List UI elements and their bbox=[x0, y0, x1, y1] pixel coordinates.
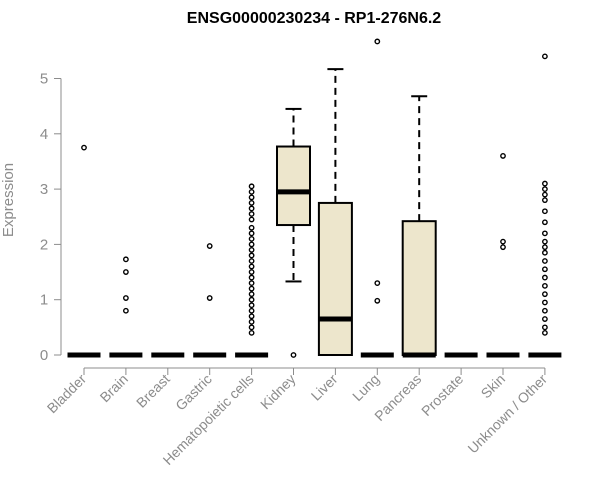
x-tick-label: Liver bbox=[308, 371, 341, 404]
x-tick-label: Unknown / Other bbox=[464, 371, 550, 457]
outlier-point bbox=[542, 180, 548, 187]
outlier-point bbox=[500, 244, 506, 251]
outlier-point bbox=[542, 299, 548, 306]
outlier-point bbox=[542, 266, 548, 273]
outlier-point bbox=[248, 230, 255, 237]
outlier-point bbox=[248, 252, 255, 259]
x-tick-label: Brain bbox=[97, 371, 131, 405]
outlier-point bbox=[248, 183, 255, 190]
outlier-point bbox=[542, 219, 548, 226]
y-tick-label: 1 bbox=[40, 292, 48, 309]
x-tick-label: Pancreas bbox=[371, 371, 424, 424]
outlier-point bbox=[542, 244, 548, 251]
outlier-point bbox=[248, 241, 255, 248]
outlier-point bbox=[248, 302, 255, 309]
outlier-point bbox=[542, 316, 548, 322]
outlier-point bbox=[542, 230, 548, 237]
x-tick-label: Skin bbox=[478, 371, 509, 402]
outlier-point bbox=[248, 258, 255, 264]
box-lung bbox=[360, 38, 394, 358]
outlier-point bbox=[81, 144, 87, 151]
outlier-point bbox=[123, 256, 129, 263]
outlier-point bbox=[542, 191, 548, 198]
outlier-point bbox=[206, 243, 213, 249]
outlier-point bbox=[248, 269, 255, 275]
outlier-point bbox=[248, 307, 255, 314]
outlier-point bbox=[248, 329, 255, 336]
outlier-point bbox=[542, 258, 548, 264]
y-tick-label: 3 bbox=[40, 181, 48, 198]
x-tick-label: Bladder bbox=[44, 371, 90, 417]
outlier-point bbox=[542, 197, 548, 204]
outlier-point bbox=[542, 53, 548, 60]
outlier-point bbox=[123, 269, 129, 275]
y-tick-label: 0 bbox=[40, 347, 48, 364]
outlier-point bbox=[500, 153, 506, 159]
outlier-point bbox=[500, 238, 506, 245]
box-gastric bbox=[193, 243, 227, 358]
outlier-point bbox=[542, 238, 548, 245]
outlier-point bbox=[290, 352, 297, 358]
outlier-point bbox=[542, 291, 548, 298]
outlier-point bbox=[248, 263, 255, 270]
box-hematopoietic-cells bbox=[235, 183, 269, 358]
outlier-point bbox=[248, 200, 255, 206]
chart-title: ENSG00000230234 - RP1-276N6.2 bbox=[187, 10, 441, 27]
outlier-point bbox=[248, 285, 255, 292]
outlier-point bbox=[374, 280, 381, 287]
outlier-point bbox=[248, 291, 255, 298]
outlier-point bbox=[248, 280, 255, 287]
y-tick-label: 2 bbox=[40, 236, 48, 253]
box-bladder bbox=[67, 144, 101, 358]
outlier-point bbox=[542, 282, 548, 289]
outlier-point bbox=[206, 295, 213, 301]
outlier-point bbox=[248, 274, 255, 281]
iqr-box bbox=[276, 145, 311, 227]
y-axis-label: Expression bbox=[0, 163, 17, 237]
outlier-point bbox=[248, 216, 255, 223]
outlier-point bbox=[542, 329, 548, 336]
outlier-point bbox=[248, 211, 255, 217]
outlier-point bbox=[248, 235, 255, 242]
outlier-point bbox=[542, 249, 548, 256]
box-skin bbox=[486, 153, 520, 358]
outlier-point bbox=[248, 313, 255, 320]
outlier-point bbox=[248, 324, 255, 331]
outlier-point bbox=[542, 208, 548, 215]
box-kidney bbox=[276, 107, 311, 358]
outlier-point bbox=[123, 307, 129, 314]
y-tick-label: 5 bbox=[40, 71, 48, 88]
iqr-box bbox=[317, 201, 353, 356]
outlier-point bbox=[248, 296, 255, 303]
outlier-point bbox=[542, 274, 548, 281]
iqr-box bbox=[401, 220, 437, 356]
boxes-group bbox=[67, 38, 562, 358]
x-tick-label: Kidney bbox=[257, 371, 299, 413]
outlier-point bbox=[248, 205, 255, 212]
outlier-point bbox=[374, 38, 381, 45]
outlier-point bbox=[542, 324, 548, 331]
x-tick-label: Breast bbox=[133, 371, 173, 411]
y-tick-label: 4 bbox=[40, 126, 48, 143]
box-liver bbox=[317, 68, 353, 356]
x-tick-label: Prostate bbox=[418, 371, 466, 419]
y-axis: 0 1 2 3 4 5 bbox=[40, 71, 62, 364]
x-tick-label: Lung bbox=[349, 371, 382, 404]
outlier-point bbox=[248, 194, 255, 201]
outlier-point bbox=[248, 224, 255, 231]
outlier-point bbox=[542, 186, 548, 193]
box-pancreas bbox=[401, 95, 437, 358]
outlier-point bbox=[542, 307, 548, 314]
box-unknown-other bbox=[528, 53, 562, 358]
outlier-point bbox=[248, 318, 255, 325]
outlier-point bbox=[374, 297, 381, 304]
outlier-point bbox=[248, 247, 255, 253]
outlier-point bbox=[123, 295, 129, 301]
box-brain bbox=[109, 256, 143, 358]
outlier-point bbox=[248, 188, 255, 195]
